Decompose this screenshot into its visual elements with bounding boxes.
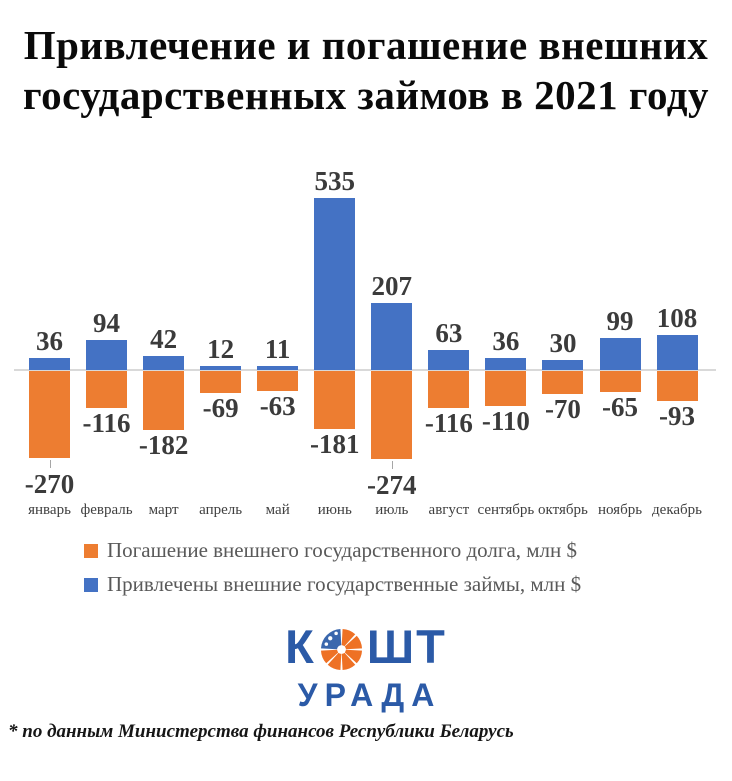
value-label-negative: -93 [659, 401, 696, 432]
month-label: январь [28, 502, 71, 519]
logo-word-kosht: К ШТ [285, 621, 447, 672]
value-label-positive: 63 [435, 318, 463, 349]
bar-repayment [656, 371, 698, 402]
month-label: декабрь [652, 502, 703, 519]
bar-attracted [656, 335, 698, 371]
label-leader-line [391, 461, 393, 470]
bar-chart: 36 -270 январь 94 -116 февраль 42 -182 март 12 -69… [0, 154, 732, 522]
bar-attracted [257, 366, 299, 371]
value-label-negative: -70 [544, 394, 581, 425]
value-label-negative: -65 [602, 392, 638, 423]
value-label-negative: -116 [424, 408, 473, 439]
month-label: июль [375, 502, 409, 519]
bar-repayment [371, 371, 413, 460]
bar-repayment [542, 371, 584, 395]
bar-attracted [371, 303, 413, 371]
value-label-negative: -274 [367, 470, 417, 501]
value-label-positive: 36 [492, 326, 520, 357]
bar-repayment [485, 371, 527, 407]
bar-repayment [29, 371, 70, 459]
month-label: сентябрь [477, 502, 535, 519]
value-label-positive: 99 [606, 306, 634, 337]
value-label-positive: 11 [264, 334, 291, 365]
bar-attracted [86, 340, 128, 371]
bar-repayment [428, 371, 470, 409]
legend-label: Привлечены внешние государственные займы… [107, 572, 582, 597]
bar-repayment [143, 371, 185, 431]
source-footnote: * по данным Министерства финансов Респуб… [8, 721, 514, 743]
bar-attracted [143, 356, 185, 371]
value-label-positive: 36 [36, 326, 63, 357]
bar-repayment [257, 371, 299, 392]
value-label-negative: -182 [138, 430, 189, 461]
value-label-negative: -116 [82, 408, 131, 439]
value-label-negative: -110 [481, 406, 530, 437]
value-label-negative: -63 [259, 391, 296, 422]
value-label-negative: -69 [202, 393, 239, 424]
bar-attracted [29, 358, 70, 371]
month-label: июнь [317, 502, 352, 519]
kosht-urada-logo: К ШТ УРАДА [0, 621, 732, 711]
label-leader-line [49, 460, 51, 469]
legend-label: Погашение внешнего государственного долг… [107, 538, 578, 563]
bar-attracted [200, 366, 242, 371]
month-label: август [428, 502, 470, 519]
logo-subtitle: УРАДА [297, 677, 442, 714]
value-label-negative: -181 [310, 429, 360, 460]
page-title-line1: Привлечение и погашение внешних [23, 22, 709, 68]
month-label: ноябрь [597, 502, 643, 519]
bar-attracted [599, 338, 641, 371]
month-label: февраль [80, 502, 133, 519]
legend-swatch [84, 577, 98, 592]
value-label-positive: 207 [371, 271, 413, 302]
chart-legend: Погашение внешнего государственного долг… [84, 538, 581, 597]
logo-letters-sht: ШТ [366, 620, 447, 674]
legend-item: Погашение внешнего государственного долг… [84, 538, 581, 563]
bar-repayment [314, 371, 356, 430]
bar-attracted [428, 350, 470, 371]
bar-repayment [599, 371, 641, 393]
month-label: октябрь [538, 502, 588, 519]
value-label-positive: 30 [549, 328, 577, 359]
bar-repayment [86, 371, 128, 409]
page-title-line2: государственных займов в 2021 году [22, 72, 710, 119]
month-label: апрель [199, 502, 243, 519]
month-label: март [148, 502, 179, 519]
month-label: май [265, 502, 290, 519]
legend-swatch [84, 543, 98, 558]
legend-item: Привлечены внешние государственные займы… [84, 572, 581, 597]
bar-attracted [542, 360, 584, 371]
value-label-positive: 42 [150, 324, 178, 355]
page-title: Привлечение и погашение внешних государс… [0, 0, 732, 120]
bar-repayment [200, 371, 242, 394]
x-axis-line [14, 369, 716, 372]
logo-letter-k: К [285, 620, 316, 674]
value-label-positive: 94 [93, 308, 121, 339]
value-label-positive: 12 [207, 334, 235, 365]
value-label-positive: 108 [656, 303, 698, 334]
value-label-positive: 535 [314, 166, 356, 197]
bar-attracted [485, 358, 527, 371]
orange-pie-slices-icon [320, 628, 362, 671]
value-label-negative: -270 [24, 469, 75, 500]
bar-attracted [314, 198, 356, 371]
